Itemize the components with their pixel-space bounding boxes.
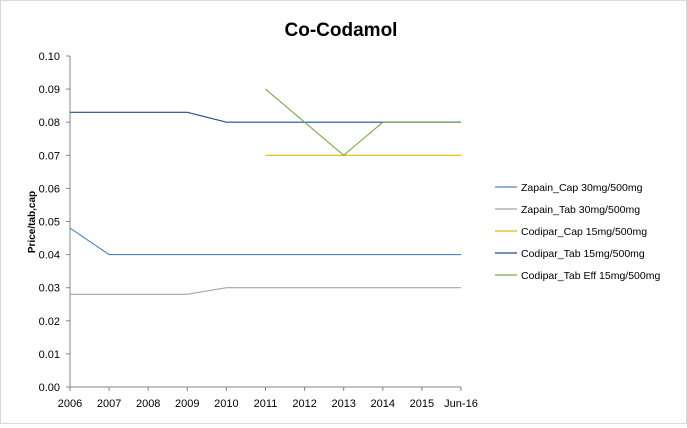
y-tick-label: 0.04 (39, 250, 60, 262)
y-tick-label: 0.00 (39, 382, 60, 394)
y-tick-label: 0.08 (39, 117, 60, 129)
y-tick-label: 0.10 (39, 51, 60, 63)
x-tick-label: 2012 (292, 398, 316, 410)
y-axis-label: Price/tab,cap (27, 191, 38, 253)
series-line-2 (70, 287, 461, 295)
x-tick-label: 2006 (58, 398, 82, 410)
legend-label: Zapain_Tab 30mg/500mg (521, 204, 640, 216)
plot-area (69, 56, 461, 388)
y-tick-label: 0.02 (39, 316, 60, 328)
y-tick-label: 0.07 (39, 150, 60, 162)
y-tick-label: 0.06 (39, 183, 60, 195)
series-line-4 (70, 111, 461, 123)
x-tick-label: 2009 (175, 398, 199, 410)
x-tick-label: 2015 (410, 398, 434, 410)
x-tick-label: 2010 (214, 398, 238, 410)
legend-label: Codipar_Tab Eff 15mg/500mg (521, 270, 660, 282)
legend-label: Codipar_Tab 15mg/500mg (521, 248, 645, 260)
y-tick-label: 0.03 (39, 283, 60, 295)
x-tick-label: 2013 (331, 398, 355, 410)
y-tick-label: 0.01 (39, 349, 60, 361)
chart-title: Co-Codamol (285, 20, 398, 41)
x-tick-label: 2014 (371, 398, 395, 410)
series-lines (69, 88, 461, 295)
x-tick-label: 2007 (97, 398, 121, 410)
series-line-1 (69, 227, 461, 256)
x-axis: 2006 2007 2008 2009 2010 2011 2012 2013 2014 2015… (58, 387, 478, 410)
y-axis: 0.00 0.01 0.02 0.03 0.04 0.05 0.06 0.07 0.08 0.09… (39, 51, 70, 394)
legend-label: Codipar_Cap 15mg/500mg (521, 226, 647, 238)
x-tick-label: 2008 (136, 398, 160, 410)
y-tick-label: 0.09 (39, 84, 60, 96)
series-line-5 (265, 88, 461, 157)
y-tick-label: 0.05 (39, 217, 60, 229)
legend-label: Zapain_Cap 30mg/500mg (521, 182, 643, 194)
x-tick-label: Jun-16 (444, 398, 478, 410)
x-tick-label: 2011 (254, 398, 278, 410)
legend: Zapain_Cap 30mg/500mg Zapain_Tab 30mg/500… (495, 182, 660, 282)
